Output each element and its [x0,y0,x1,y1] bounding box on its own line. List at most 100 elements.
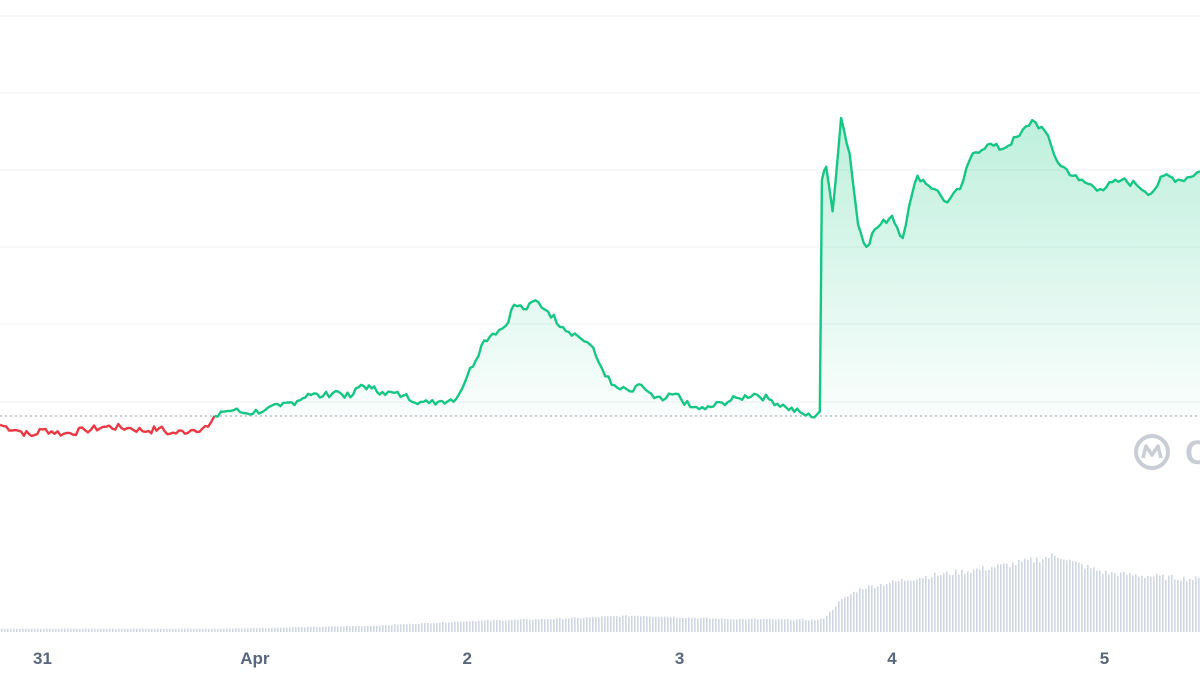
volume-bar [340,626,342,632]
volume-bar [748,618,750,632]
volume-bar [385,625,387,632]
volume-bar [1030,557,1032,632]
volume-bar [289,627,291,632]
volume-bar [88,628,90,632]
volume-bar [142,628,144,632]
volume-bar [961,569,963,632]
volume-bar [1183,576,1185,632]
volume-bar [199,628,201,632]
volume-bar [727,619,729,632]
volume-bar [295,627,297,632]
volume-bar [958,574,960,632]
volume-bar [397,624,399,632]
volume-bar [1006,563,1008,632]
volume-bar [82,628,84,632]
volume-bar [1009,567,1011,632]
volume-bar [298,627,300,632]
volume-bar [466,621,468,632]
volume-bar [238,628,240,632]
volume-bar [712,618,714,632]
volume-bar [460,621,462,632]
volume-bar [151,628,153,632]
volume-bar [883,585,885,632]
volume-bar [286,627,288,632]
volume-bar [1090,568,1092,632]
volume-bar [823,618,825,632]
volume-bar [595,617,597,632]
volume-bar [481,620,483,632]
volume-bar [304,627,306,632]
volume-bar [16,628,18,632]
volume-bar [604,616,606,632]
volume-bar [97,628,99,632]
volume-bar [751,618,753,632]
volume-bar [637,615,639,632]
volume-bar [76,628,78,632]
volume-bar [520,619,522,632]
volume-bar [658,616,660,632]
volume-bar [619,616,621,632]
volume-bar [1048,558,1050,632]
volume-bar [1195,576,1197,632]
volume-bar [364,625,366,632]
volume-bar [208,628,210,632]
volume-bar [544,619,546,632]
volume-bar [469,621,471,632]
price-area-fill [214,117,1200,418]
volume-bar [412,624,414,632]
volume-bar [1003,563,1005,632]
volume-bar [415,624,417,632]
volume-bar [997,564,999,632]
volume-bar [409,623,411,632]
volume-bar [370,625,372,632]
volume-bar [1123,571,1125,632]
volume-bar [1078,562,1080,632]
volume-bar [283,627,285,632]
volume-bar [439,622,441,632]
volume-bar [49,628,51,632]
volume-bar [457,621,459,632]
volume-bar [772,619,774,632]
volume-bar [832,609,834,632]
volume-bar [1066,560,1068,632]
volume-bar [394,624,396,632]
volume-bar [274,627,276,632]
volume-bar [517,619,519,632]
volume-bar [661,616,663,632]
volume-bar [67,628,69,632]
volume-bar [64,628,66,632]
volume-bar [205,628,207,632]
volume-bar [163,628,165,632]
volume-bar [1117,576,1119,632]
volume-bar [826,616,828,632]
watermark-text: C [1185,434,1200,472]
volume-bar [169,628,171,632]
volume-bar [418,623,420,632]
volume-bar [1045,556,1047,632]
volume-bar [508,620,510,632]
volume-bar [241,628,243,632]
x-tick-label: 3 [675,649,684,668]
volume-bar [667,616,669,632]
volume-bar [256,628,258,632]
volume-bar [268,627,270,632]
volume-bar [877,586,879,632]
volume-bar [112,628,114,632]
volume-bar [1039,562,1041,632]
volume-bar [382,625,384,632]
volume-bar [220,628,222,632]
volume-bar [427,622,429,632]
volume-bar [976,568,978,632]
volume-bar [736,619,738,632]
volume-bar [1099,570,1101,632]
volume-bar [793,620,795,632]
volume-bar [550,619,552,632]
volume-bar [676,617,678,632]
volume-bar [400,624,402,632]
volume-bar [424,622,426,632]
volume-bar [574,617,576,632]
volume-bar [586,617,588,632]
volume-bar [628,616,630,632]
price-line-up [214,116,1200,419]
volume-bar [562,619,564,632]
